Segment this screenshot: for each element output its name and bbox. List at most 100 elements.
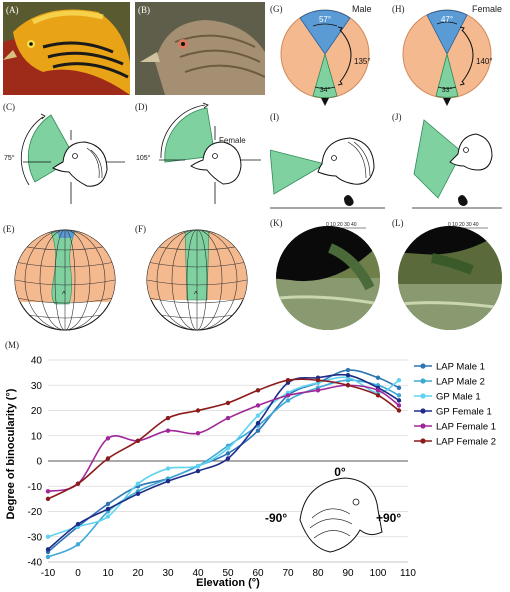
series-point bbox=[396, 378, 402, 383]
y-tick-label: -10 bbox=[28, 482, 43, 493]
c-angle: 75° bbox=[4, 154, 15, 162]
g-bottom-angle: 34° bbox=[320, 86, 331, 94]
y-axis-label: Degree of binocularity (°) bbox=[5, 388, 17, 519]
panel-label-i: (I) bbox=[270, 112, 279, 122]
y-tick-label: -40 bbox=[28, 558, 43, 569]
series-point bbox=[165, 428, 171, 433]
x-tick-label: 20 bbox=[132, 568, 144, 579]
series-point bbox=[396, 403, 402, 408]
eye-marker-e: ^ bbox=[62, 290, 66, 299]
d-angle: 105° bbox=[136, 154, 151, 162]
male-pheasant-photo bbox=[3, 2, 130, 95]
inset-top-label: 0° bbox=[334, 465, 346, 479]
legend-marker bbox=[420, 393, 426, 399]
series-point bbox=[105, 456, 111, 461]
series-point bbox=[345, 383, 351, 388]
x-tick-label: -10 bbox=[41, 568, 56, 579]
series-point bbox=[345, 372, 351, 378]
series-point bbox=[45, 489, 51, 494]
series-point bbox=[225, 456, 231, 461]
x-tick-label: 10 bbox=[102, 568, 114, 579]
panel-label-j: (J) bbox=[392, 112, 402, 122]
legend-label: LAP Male 1 bbox=[436, 362, 485, 373]
panel-a-photo: (A) bbox=[3, 2, 130, 95]
fisheye-photo-male bbox=[276, 226, 380, 330]
h-bottom-angle: 33° bbox=[442, 86, 453, 94]
panel-i: (I) bbox=[270, 112, 385, 212]
series-point bbox=[255, 420, 261, 426]
x-axis-label: Elevation (°) bbox=[196, 577, 260, 589]
series-point bbox=[285, 398, 291, 403]
inset-bird-head-icon bbox=[299, 477, 383, 553]
x-tick-label: 70 bbox=[282, 568, 294, 579]
panel-g: (G) Male 57° 135° 34° bbox=[270, 2, 380, 114]
x-tick-label: 0 bbox=[75, 568, 81, 579]
legend-marker bbox=[420, 378, 426, 384]
legend-marker bbox=[420, 408, 426, 414]
y-tick-label: 20 bbox=[31, 406, 43, 417]
y-tick-label: 10 bbox=[31, 431, 43, 442]
series-point bbox=[195, 408, 201, 413]
panel-label-d: (D) bbox=[135, 102, 148, 112]
panel-label-k: (K) bbox=[270, 218, 283, 228]
series-line-5 bbox=[47, 384, 400, 493]
series-point bbox=[165, 466, 171, 471]
y-tick-label: -30 bbox=[28, 532, 43, 543]
y-tick-label: 30 bbox=[31, 381, 43, 392]
series-point bbox=[105, 436, 111, 441]
series-point bbox=[375, 393, 381, 398]
panel-label-a: (A) bbox=[6, 5, 19, 15]
series-point bbox=[195, 431, 201, 436]
x-tick-label: 40 bbox=[192, 568, 204, 579]
series-point bbox=[195, 463, 201, 469]
x-tick-label: 50 bbox=[222, 568, 234, 579]
panel-label-b: (B) bbox=[138, 5, 150, 15]
y-tick-label: 40 bbox=[31, 356, 43, 367]
globe-field-map-male: ^ bbox=[14, 229, 116, 331]
globe-field-map-female: ^ bbox=[146, 229, 248, 331]
k-scale: 0 10 20 30 40 bbox=[326, 222, 357, 228]
panel-label-c: (C) bbox=[3, 102, 15, 112]
eye-marker-f: ^ bbox=[194, 290, 198, 299]
series-point bbox=[135, 491, 141, 497]
inset-left-label: -90° bbox=[265, 511, 287, 525]
panel-label-g: (G) bbox=[270, 4, 283, 14]
x-tick-label: 90 bbox=[342, 568, 354, 579]
panel-label-m: (M) bbox=[5, 340, 19, 350]
series-point bbox=[195, 468, 201, 474]
series-point bbox=[225, 400, 231, 406]
y-tick-label: -20 bbox=[28, 507, 43, 518]
g-side-angle: 135° bbox=[354, 57, 371, 66]
l-scale: 0 10 20 30 40 bbox=[448, 222, 479, 228]
legend-marker bbox=[420, 363, 426, 369]
series-point bbox=[315, 378, 321, 383]
legend-label: GP Male 1 bbox=[436, 392, 481, 403]
series-point bbox=[396, 385, 402, 390]
series-point bbox=[255, 388, 261, 393]
series-point bbox=[225, 446, 231, 451]
male-label: Male bbox=[352, 4, 372, 14]
series-point bbox=[255, 428, 261, 433]
legend-marker bbox=[420, 423, 426, 429]
male-side-field-diagram bbox=[270, 137, 385, 209]
x-tick-label: 30 bbox=[162, 568, 174, 579]
series-point bbox=[285, 378, 291, 383]
series-point bbox=[45, 534, 51, 539]
panel-label-l: (L) bbox=[392, 218, 404, 228]
series-point bbox=[255, 403, 261, 408]
series-point bbox=[225, 451, 231, 456]
panel-label-e: (E) bbox=[3, 224, 15, 234]
series-point bbox=[45, 554, 51, 560]
panel-c: (C) 75° bbox=[3, 100, 128, 208]
panel-k: (K) 0 10 20 30 40 bbox=[270, 218, 385, 333]
female-label-d: Female bbox=[219, 136, 246, 145]
h-top-angle: 47° bbox=[441, 15, 453, 24]
series-point bbox=[315, 388, 321, 393]
series-point bbox=[75, 481, 81, 486]
legend-label: LAP Female 2 bbox=[436, 437, 496, 448]
panel-l: (L) 0 10 20 30 40 bbox=[392, 218, 507, 333]
legend-label: GP Female 1 bbox=[436, 407, 492, 418]
legend-label: LAP Female 1 bbox=[436, 422, 496, 433]
h-side-angle: 140° bbox=[476, 57, 493, 66]
series-point bbox=[45, 496, 51, 502]
